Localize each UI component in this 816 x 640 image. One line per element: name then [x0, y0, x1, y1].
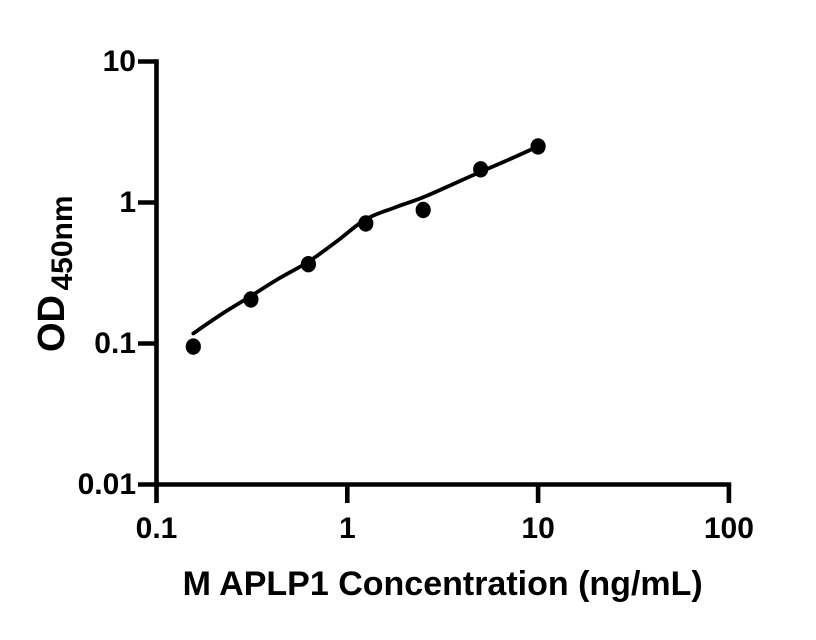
- y-axis-title-subscript: 450nm: [46, 195, 79, 290]
- data-point-marker: [358, 215, 374, 232]
- y-tick-label: 10: [103, 45, 136, 78]
- axis-lines: [154, 59, 732, 487]
- data-point-marker: [473, 161, 489, 178]
- x-tick-label: 0.1: [136, 512, 178, 545]
- x-tick-label: 10: [521, 512, 554, 545]
- plot-area: [185, 138, 546, 355]
- tick-marks: [138, 59, 732, 503]
- y-axis-title-main: OD: [31, 295, 73, 352]
- data-point-marker: [415, 201, 431, 219]
- y-tick-label: 1: [119, 186, 136, 219]
- x-axis-title: M APLP1 Concentration (ng/mL): [183, 565, 703, 603]
- axes: [154, 59, 732, 487]
- data-point-marker: [185, 338, 201, 355]
- data-point-marker: [243, 291, 259, 308]
- data-point-marker: [300, 256, 316, 273]
- x-tick-label: 1: [339, 512, 356, 545]
- y-tick-label: 0.1: [94, 327, 136, 360]
- y-axis-title: OD 450nm: [31, 195, 79, 352]
- data-point-marker: [530, 138, 546, 155]
- y-tick-label: 0.01: [78, 468, 136, 501]
- x-tick-label: 100: [704, 512, 754, 545]
